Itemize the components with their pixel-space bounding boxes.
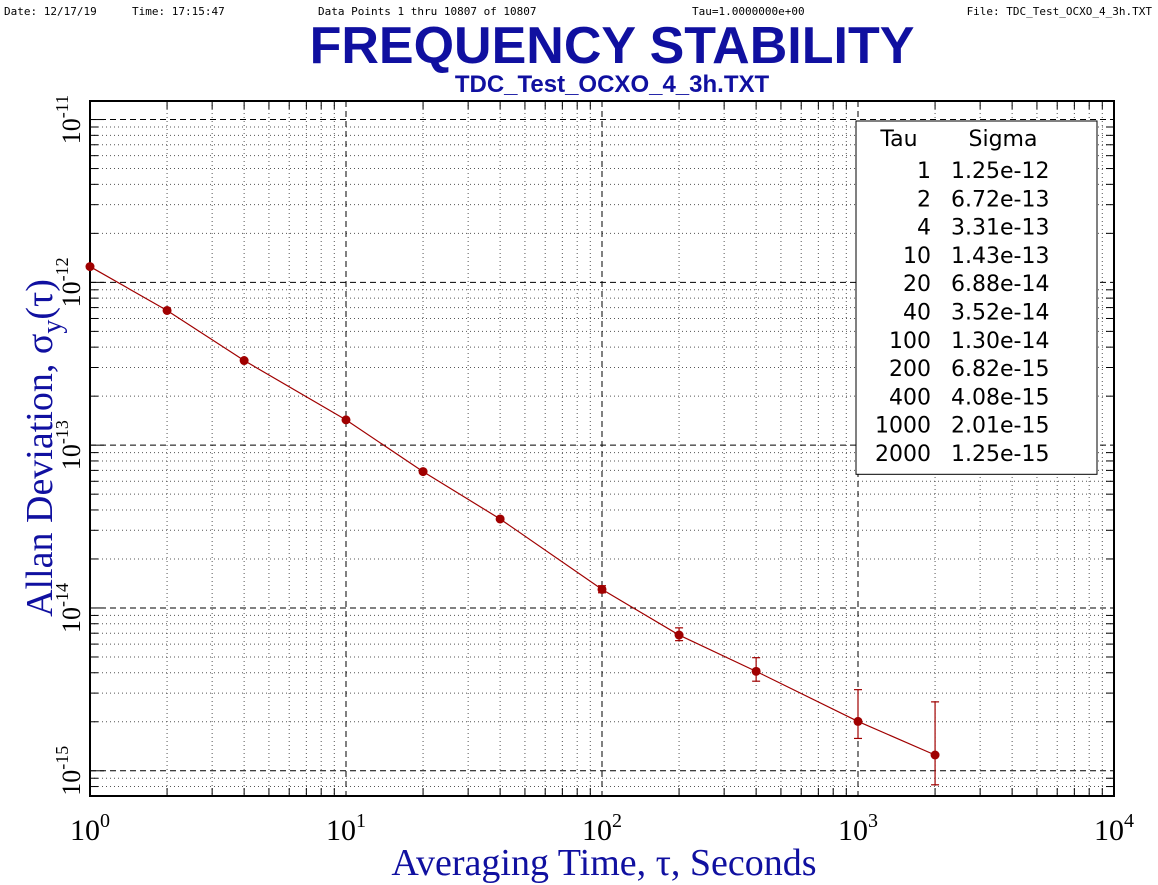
legend-sigma-value: 6.72e-13 bbox=[951, 187, 1049, 212]
y-tick-label-group: 10-12 bbox=[52, 257, 86, 307]
series-line bbox=[89, 266, 936, 756]
legend-sigma-value: 2.01e-15 bbox=[951, 414, 1049, 439]
data-point bbox=[85, 262, 95, 272]
y-tick-label: 10-13 bbox=[52, 420, 86, 470]
legend-sigma-value: 4.08e-15 bbox=[951, 385, 1049, 410]
header-points: Data Points 1 thru 10807 of 10807 bbox=[318, 5, 537, 18]
y-tick-label-group: 10-13 bbox=[52, 420, 86, 470]
legend-tau-value: 40 bbox=[903, 301, 931, 326]
x-tick-labels: 100 101 102 103 104 bbox=[70, 810, 1134, 847]
header-time: Time: 17:15:47 bbox=[132, 5, 225, 18]
data-point bbox=[853, 716, 863, 726]
y-tick-labels: 10-11 10-12 10-13 10-14 10-15 bbox=[52, 95, 86, 796]
legend-tau-value: 2000 bbox=[875, 442, 931, 467]
y-tick-label: 10-11 bbox=[52, 95, 86, 144]
legend-sigma-value: 6.88e-14 bbox=[951, 272, 1049, 297]
legend-tau-value: 100 bbox=[889, 329, 931, 354]
legend-box bbox=[855, 120, 1098, 475]
y-tick-label-group: 10-15 bbox=[52, 746, 86, 796]
data-point bbox=[162, 305, 172, 315]
data-point bbox=[341, 415, 351, 425]
y-axis-label-sub: y bbox=[37, 320, 68, 334]
legend-sigma-value: 1.25e-12 bbox=[951, 159, 1049, 184]
plot-frame bbox=[89, 100, 1115, 797]
header-tau: Tau=1.0000000e+00 bbox=[692, 5, 805, 18]
legend-sigma-value: 1.30e-14 bbox=[951, 329, 1049, 354]
x-axis-label: Averaging Time, τ, Seconds bbox=[391, 842, 816, 884]
data-point bbox=[418, 467, 428, 477]
legend-tau-value: 10 bbox=[903, 244, 931, 269]
y-tick-label: 10-12 bbox=[52, 257, 86, 307]
legend-tau-value: 200 bbox=[889, 357, 931, 382]
x-tick-label: 103 bbox=[838, 810, 878, 847]
y-axis-label: Allan Deviation, σy(τ) bbox=[19, 279, 68, 617]
legend-sigma-value: 1.43e-13 bbox=[951, 244, 1049, 269]
y-tick-label: 10-14 bbox=[52, 583, 86, 633]
legend-sigma-value: 3.31e-13 bbox=[951, 216, 1049, 241]
header-date: Date: 12/17/19 bbox=[4, 5, 97, 18]
y-tick-label: 10-15 bbox=[52, 746, 86, 796]
data-point bbox=[674, 630, 684, 640]
chart-subtitle: TDC_Test_OCXO_4_3h.TXT bbox=[455, 71, 770, 98]
x-tick-label: 104 bbox=[1094, 810, 1134, 847]
y-tick-label-group: 10-11 bbox=[52, 95, 86, 144]
y-axis-label-group: Allan Deviation, σy(τ) bbox=[19, 279, 68, 617]
data-point bbox=[930, 750, 940, 760]
legend-tau-value: 1000 bbox=[875, 414, 931, 439]
legend-rows: 1 1.25e-12 2 6.72e-13 4 3.31e-13 10 1.43e-13 20 6… bbox=[875, 159, 1049, 467]
header-file: File: TDC_Test_OCXO_4_3h.TXT bbox=[967, 5, 1153, 18]
legend-tau-value: 20 bbox=[903, 272, 931, 297]
chart-title: FREQUENCY STABILITY bbox=[310, 17, 915, 75]
data-point bbox=[239, 356, 249, 366]
y-axis-label-main: Allan Deviation, σ bbox=[19, 334, 61, 617]
legend-header-tau: Tau bbox=[879, 127, 917, 152]
y-tick-label-group: 10-14 bbox=[52, 583, 86, 633]
legend-sigma-value: 3.52e-14 bbox=[951, 301, 1049, 326]
legend-tau-value: 400 bbox=[889, 385, 931, 410]
series-layer bbox=[85, 262, 940, 786]
data-point bbox=[597, 584, 607, 594]
y-axis-label-tail: (τ) bbox=[19, 279, 61, 320]
data-point bbox=[495, 514, 505, 524]
x-tick-label: 101 bbox=[326, 810, 366, 847]
x-tick-label: 100 bbox=[70, 810, 110, 847]
axis-ticks bbox=[90, 101, 1114, 796]
legend-tau-value: 2 bbox=[917, 187, 931, 212]
legend-tau-value: 1 bbox=[917, 159, 931, 184]
legend-sigma-value: 6.82e-15 bbox=[951, 357, 1049, 382]
legend-sigma-value: 1.25e-15 bbox=[951, 442, 1049, 467]
data-point bbox=[751, 666, 761, 676]
legend-tau-value: 4 bbox=[917, 216, 931, 241]
x-tick-label: 102 bbox=[582, 810, 622, 847]
legend-header-sigma: Sigma bbox=[969, 127, 1038, 152]
